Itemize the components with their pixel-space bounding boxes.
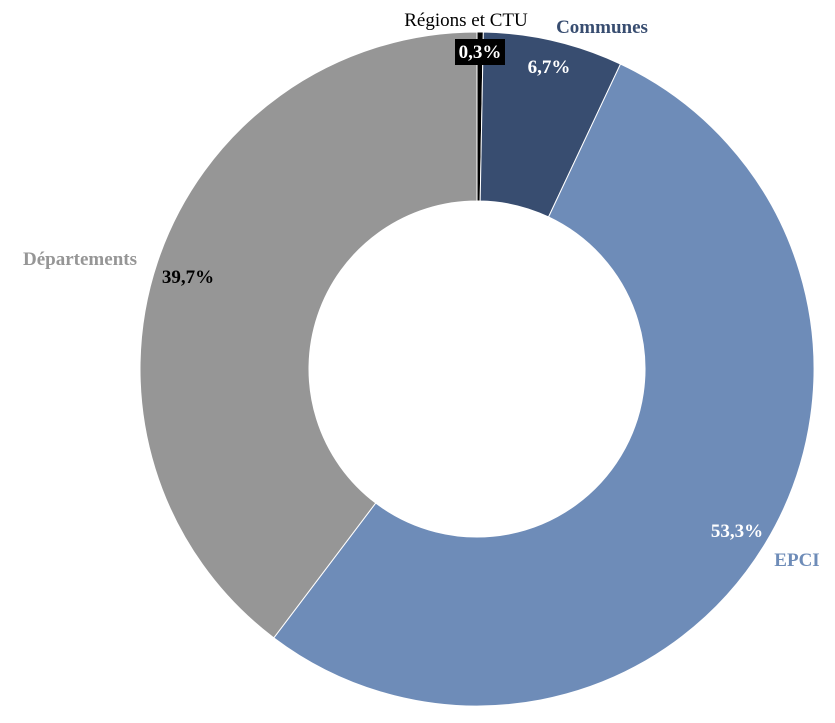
value-label-epci: 53,3% — [711, 521, 763, 542]
donut-slices — [139, 31, 815, 707]
category-labels: Régions et CTU Communes EPCI Départements — [23, 10, 820, 571]
category-label-regions-et-ctu: Régions et CTU — [404, 10, 528, 31]
category-label-departements: Départements — [23, 249, 137, 270]
slice-epci — [273, 63, 815, 707]
value-label-communes: 6,7% — [528, 57, 571, 78]
value-label-bg-regions-et-ctu — [455, 39, 505, 65]
value-label-departements: 39,7% — [162, 267, 214, 288]
value-label-regions-et-ctu: 0,3% — [459, 42, 502, 63]
value-labels: 0,3% 6,7% 53,3% 39,7% — [162, 39, 763, 542]
category-label-communes: Communes — [556, 17, 648, 38]
category-label-epci: EPCI — [774, 550, 819, 571]
slice-departements — [139, 31, 478, 639]
